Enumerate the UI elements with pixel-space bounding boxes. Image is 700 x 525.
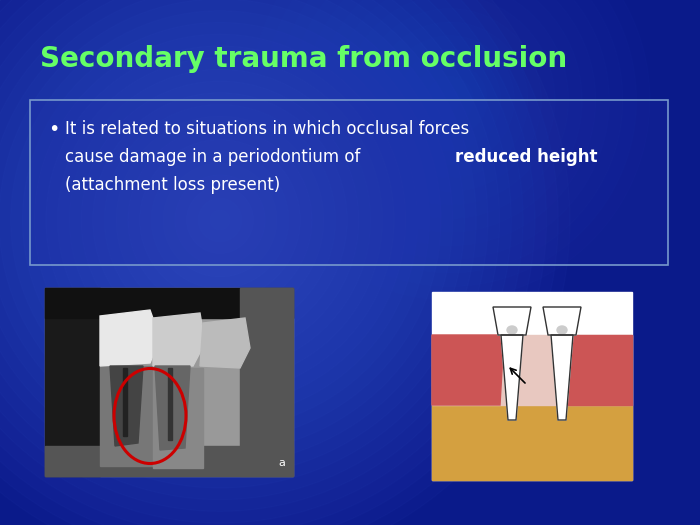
Text: reduced height: reduced height bbox=[456, 148, 598, 166]
Bar bbox=[432, 335, 632, 405]
Bar bbox=[123, 368, 127, 436]
Polygon shape bbox=[200, 318, 250, 368]
Bar bbox=[153, 368, 203, 468]
Polygon shape bbox=[110, 366, 143, 446]
Polygon shape bbox=[153, 313, 205, 366]
Bar bbox=[45, 446, 293, 476]
Bar bbox=[45, 288, 293, 476]
Ellipse shape bbox=[557, 326, 567, 334]
Bar bbox=[240, 288, 293, 476]
FancyBboxPatch shape bbox=[30, 100, 668, 265]
Text: (attachment loss present): (attachment loss present) bbox=[65, 176, 280, 194]
Ellipse shape bbox=[507, 326, 517, 334]
Text: cause damage in a periodontium of: cause damage in a periodontium of bbox=[65, 148, 365, 166]
Bar bbox=[432, 292, 632, 480]
Bar bbox=[432, 405, 632, 480]
Polygon shape bbox=[543, 307, 581, 335]
Polygon shape bbox=[551, 335, 573, 420]
Bar bbox=[168, 368, 172, 440]
Bar bbox=[45, 288, 293, 318]
Polygon shape bbox=[493, 307, 531, 335]
Bar bbox=[100, 366, 155, 466]
Polygon shape bbox=[100, 310, 160, 366]
Polygon shape bbox=[432, 335, 504, 405]
Text: •: • bbox=[48, 120, 60, 139]
Bar bbox=[45, 288, 100, 476]
Polygon shape bbox=[155, 366, 190, 450]
Text: It is related to situations in which occlusal forces: It is related to situations in which occ… bbox=[65, 120, 469, 138]
Text: Secondary trauma from occlusion: Secondary trauma from occlusion bbox=[40, 45, 567, 73]
Text: a: a bbox=[278, 458, 285, 468]
Polygon shape bbox=[560, 335, 632, 405]
Polygon shape bbox=[501, 335, 523, 420]
